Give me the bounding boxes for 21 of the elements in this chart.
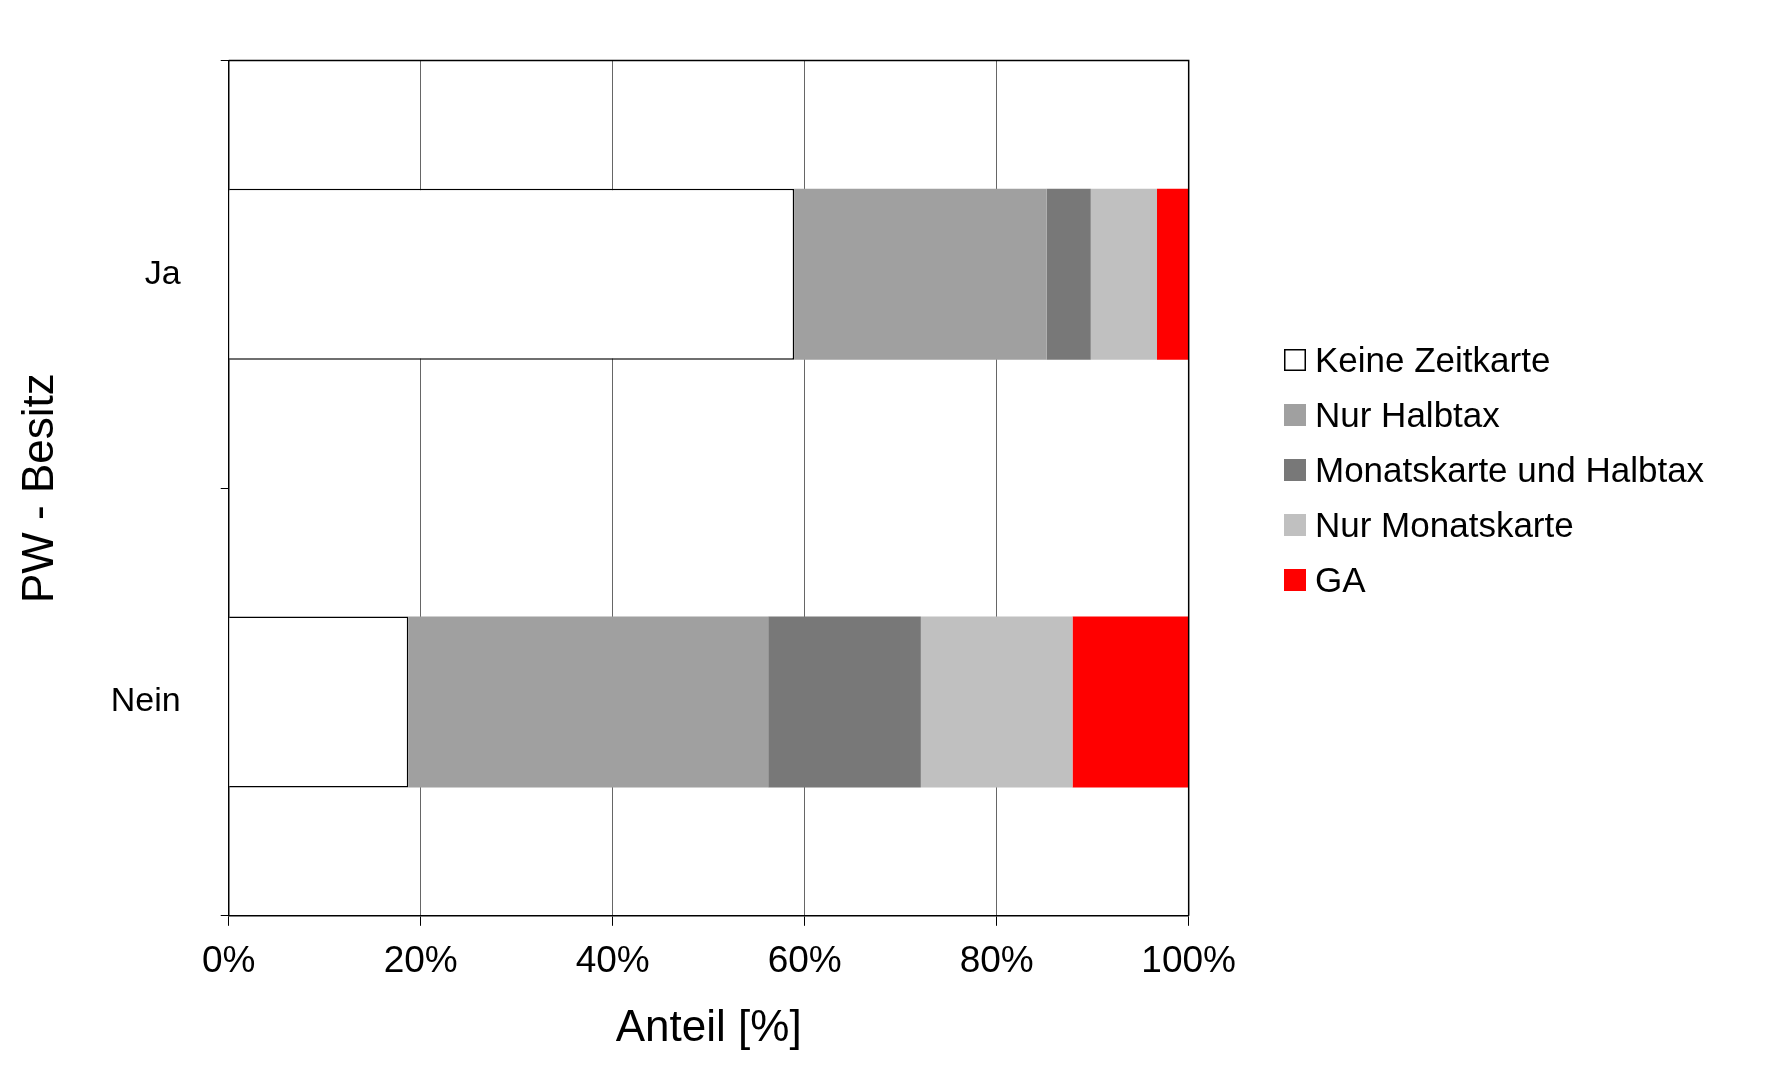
x-tick-label: 60%	[767, 939, 842, 981]
bar	[1072, 616, 1189, 788]
x-tick-label: 100%	[1141, 939, 1236, 981]
y-tick-label: Ja	[144, 252, 181, 291]
bar	[1157, 188, 1189, 360]
legend-label: Nur Monatskarte	[1315, 504, 1574, 546]
legend-label: Nur Halbtax	[1315, 394, 1500, 436]
x-tick-label: 0%	[201, 939, 256, 981]
x-axis-title: Anteil [%]	[615, 1000, 802, 1050]
bar	[1046, 188, 1091, 360]
bar	[768, 616, 921, 788]
x-tick-label: 20%	[383, 939, 458, 981]
x-tick-label: 80%	[959, 939, 1034, 981]
y-axis-title: PW - Besitz	[12, 373, 62, 603]
legend-label: GA	[1315, 559, 1366, 601]
y-tick-label: Nein	[110, 680, 181, 719]
bar	[920, 616, 1073, 788]
x-tick-label: 40%	[575, 939, 650, 981]
legend-label: Keine Zeitkarte	[1315, 339, 1551, 381]
legend-label: Monatskarte und Halbtax	[1315, 449, 1705, 491]
bar	[1090, 188, 1158, 360]
